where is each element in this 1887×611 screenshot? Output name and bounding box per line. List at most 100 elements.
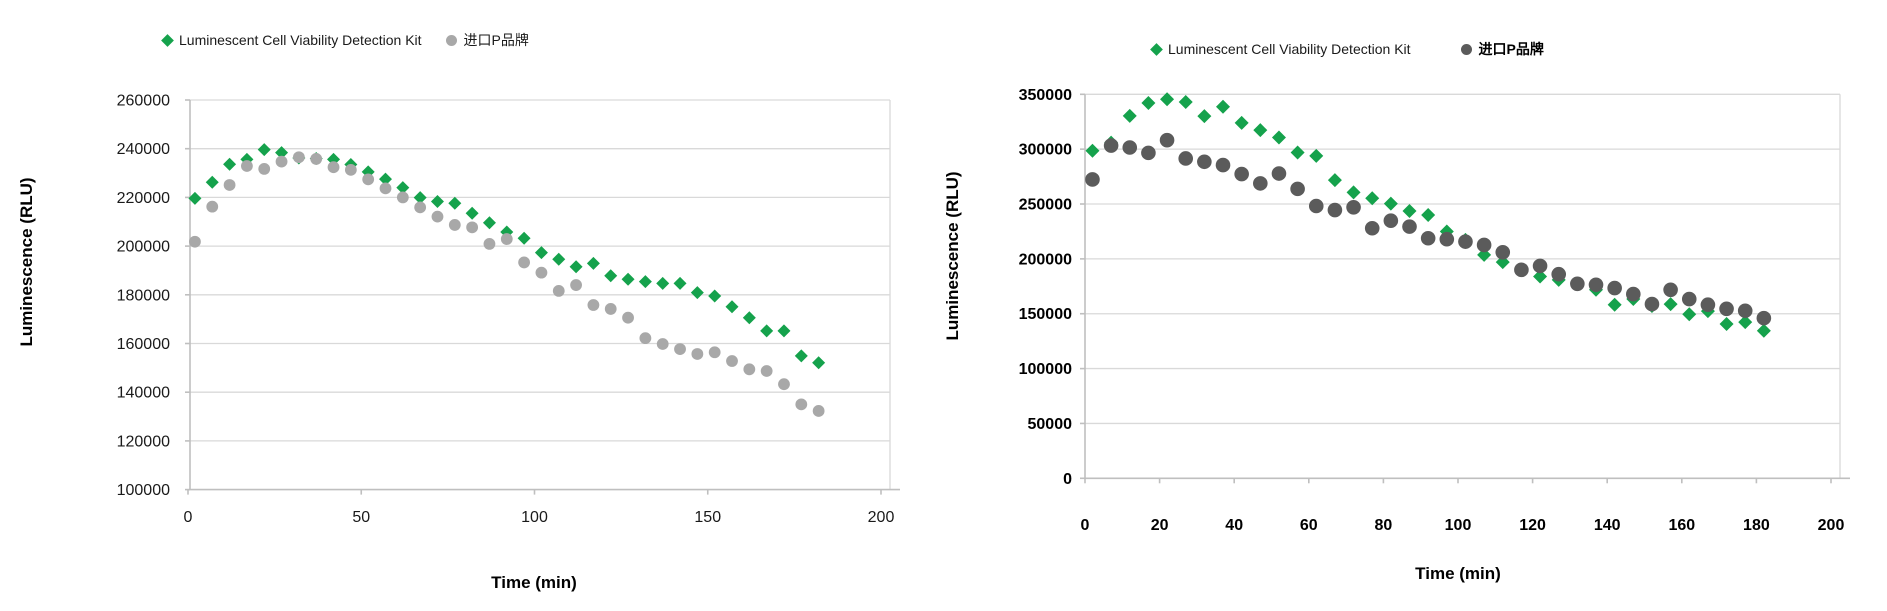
data-point-pbrand [1215,157,1231,173]
data-point-pbrand [1197,154,1212,170]
data-point-pbrand [414,201,427,214]
data-point-kit [1234,115,1249,130]
y-tick-label: 180000 [117,287,170,304]
data-point-pbrand [223,179,236,191]
data-point-kit [379,172,393,186]
data-point-kit [257,143,271,157]
x-tick-label: 200 [1818,517,1845,534]
data-point-kit [673,276,687,290]
y-tick-label: 50000 [1028,416,1073,433]
data-point-pbrand [483,238,496,250]
diamond-marker-icon [161,33,174,47]
data-point-pbrand [708,346,721,359]
data-point-pbrand [1103,138,1119,153]
data-point-kit [188,191,202,205]
data-point-kit [1122,108,1137,123]
x-tick-label: 20 [1151,517,1169,534]
data-point-kit [1738,315,1753,330]
data-point-kit [1346,185,1361,200]
data-point-kit [708,289,722,303]
circle-marker-icon [1460,43,1472,55]
data-point-kit [1160,92,1175,107]
x-tick-label: 150 [694,509,721,526]
data-point-pbrand [466,221,479,234]
data-point-pbrand [344,163,357,176]
data-point-pbrand [1271,166,1287,181]
data-point-kit [448,196,462,210]
data-point-pbrand [1607,280,1622,296]
data-point-pbrand [396,191,409,204]
x-tick-label: 0 [1081,517,1090,534]
data-point-pbrand [241,160,253,172]
x-tick-label: 100 [1445,517,1472,534]
data-point-pbrand [1737,303,1753,319]
data-point-kit [1421,207,1436,222]
y-tick-label: 0 [1063,471,1072,488]
right-y-axis-title: Luminescence (RLU) [943,171,962,341]
y-tick-label: 220000 [117,190,170,207]
y-tick-label: 160000 [117,336,170,353]
data-point-pbrand [448,219,461,231]
data-point-kit [482,216,496,230]
data-point-kit [604,269,618,283]
data-point-pbrand [500,233,513,245]
data-point-pbrand [639,332,652,345]
data-point-pbrand [310,153,323,165]
x-tick-label: 140 [1594,517,1621,534]
data-point-pbrand [1570,276,1585,292]
y-tick-label: 100000 [1019,361,1072,378]
data-point-kit [1383,196,1398,211]
data-point-kit [517,231,531,245]
data-point-kit [396,181,410,195]
data-point-pbrand [1159,132,1175,148]
data-point-pbrand [1402,219,1417,234]
legend-label-kit: Luminescent Cell Viability Detection Kit [1168,41,1411,57]
legend-item-kit: Luminescent Cell Viability Detection Kit [1150,41,1411,57]
x-tick-label: 120 [1519,517,1546,534]
x-tick-label: 200 [868,509,895,526]
data-point-kit [1756,323,1771,338]
data-point-kit [569,260,583,274]
data-point-kit [1719,317,1734,332]
data-point-kit [1327,173,1342,188]
data-point-kit [1141,95,1156,110]
data-point-pbrand [1532,258,1548,274]
data-point-pbrand [1458,234,1473,249]
data-point-kit [534,246,548,260]
x-tick-label: 40 [1225,517,1243,534]
data-point-pbrand [1122,140,1138,155]
data-point-pbrand [189,235,201,248]
legend-label-pbrand: 进口P品牌 [1478,41,1544,57]
data-point-pbrand [1308,198,1324,214]
data-point-kit [1663,297,1678,312]
y-tick-label: 200000 [1019,251,1072,268]
diamond-marker-icon [1150,42,1163,56]
data-point-kit [777,324,791,338]
data-point-pbrand [1085,172,1100,187]
data-point-pbrand [1234,166,1249,182]
left-x-axis-title: Time (min) [491,573,577,592]
data-point-pbrand [535,266,548,279]
data-point-pbrand [812,405,825,417]
left-y-axis-title: Luminescence (RLU) [17,177,36,347]
x-tick-label: 0 [184,509,193,526]
data-point-pbrand [1290,181,1305,197]
data-point-pbrand [1327,202,1343,218]
data-point-pbrand [292,151,305,164]
data-point-pbrand [327,161,340,174]
legend-label-pbrand: 进口P品牌 [463,32,529,48]
y-tick-label: 300000 [1019,142,1072,159]
data-point-kit [552,252,566,266]
data-point-kit [586,256,600,270]
data-point-pbrand [795,398,808,411]
y-tick-label: 350000 [1019,87,1072,104]
x-tick-label: 100 [521,509,548,526]
y-tick-label: 140000 [117,385,170,402]
y-tick-label: 100000 [117,482,170,499]
x-tick-label: 50 [352,509,370,526]
data-point-kit [1533,269,1548,284]
legend-item-kit: Luminescent Cell Viability Detection Kit [161,32,422,48]
y-tick-label: 200000 [117,239,170,256]
